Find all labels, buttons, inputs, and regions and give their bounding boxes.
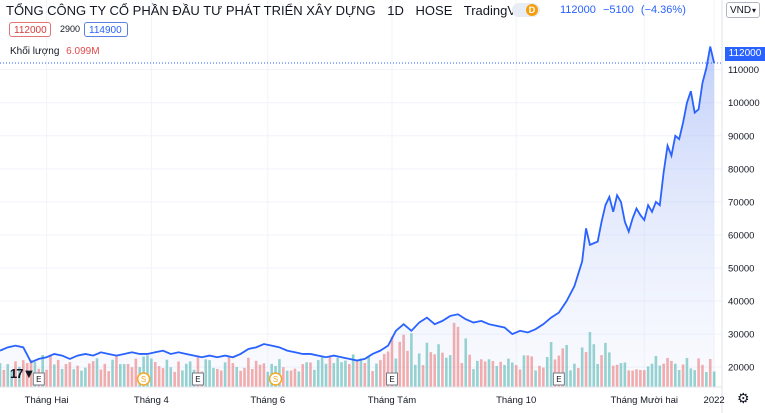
earnings-marker-icon[interactable] <box>552 372 565 386</box>
event-label: S <box>273 375 278 384</box>
spread-value: 2900 <box>60 24 81 34</box>
chart-header: TỔNG CÔNG TY CỔ PHẦN ĐẦU TƯ PHÁT TRIỂN X… <box>6 3 543 18</box>
price-change: −5100 <box>602 4 634 16</box>
volume-value: 6.099M <box>66 46 100 57</box>
y-tick-label: 110000 <box>728 65 759 76</box>
x-tick-label: Tháng Hai <box>25 395 69 406</box>
interval-label[interactable]: 1D <box>387 3 404 18</box>
last-price-tag: 112000 <box>725 47 765 61</box>
x-tick-label: Tháng 10 <box>496 395 536 406</box>
price-line <box>0 46 715 364</box>
gear-icon[interactable]: ⚙ <box>737 390 750 406</box>
chevron-down-icon: ▾ <box>751 6 756 15</box>
y-tick-label: 100000 <box>728 98 760 109</box>
y-tick-label: 90000 <box>728 131 754 142</box>
currency-select[interactable]: VND ▾ <box>726 2 760 18</box>
event-label: E <box>195 375 200 384</box>
x-tick-label: 2022 <box>704 395 725 406</box>
x-tick-label: Tháng 4 <box>134 395 169 406</box>
y-tick-label: 40000 <box>728 297 754 308</box>
event-label: E <box>36 375 41 384</box>
company-name: TỔNG CÔNG TY CỔ PHẦN ĐẦU TƯ PHÁT TRIỂN X… <box>6 3 376 18</box>
event-label: E <box>556 375 561 384</box>
time-axis: Tháng Hai Tháng 4 Tháng 6 Tháng Tám Tháng 10… <box>25 395 725 406</box>
price-area <box>0 46 715 388</box>
x-tick-label: Tháng 6 <box>250 395 285 406</box>
event-label: E <box>389 375 394 384</box>
earnings-marker-icon[interactable] <box>385 372 398 386</box>
header-price: 112000 −5100 (−4.36%) <box>560 4 690 16</box>
dividend-marker-icon[interactable] <box>136 372 151 386</box>
volume-legend: Khối lượng 6.099M <box>10 46 100 57</box>
earnings-marker-icon[interactable] <box>191 372 204 386</box>
tradingview-logo-icon[interactable]: 17▼ <box>10 366 35 381</box>
buy-price-box[interactable]: 114900 <box>84 22 128 37</box>
sell-price-box[interactable]: 112000 <box>9 22 51 37</box>
y-tick-label: 20000 <box>728 363 754 374</box>
x-tick-label: Tháng Tám <box>368 395 416 406</box>
price-change-percent: (−4.36%) <box>640 4 686 16</box>
earnings-marker-icon[interactable] <box>32 372 45 386</box>
y-tick-label: 70000 <box>728 197 754 208</box>
y-tick-label: 80000 <box>728 164 754 175</box>
status-badge[interactable]: D <box>512 3 540 22</box>
price-axis: 20000 30000 40000 50000 60000 70000 80000 90000… <box>728 65 760 374</box>
y-tick-label: 30000 <box>728 330 754 341</box>
event-label: S <box>141 375 146 384</box>
grid-lines <box>0 0 722 387</box>
last-price: 112000 <box>560 4 596 16</box>
dividend-marker-icon[interactable] <box>268 372 283 386</box>
delayed-data-icon: D <box>526 4 538 16</box>
volume-label: Khối lượng <box>10 46 60 57</box>
exchange-label: HOSE <box>415 3 453 18</box>
x-tick-label: Tháng Mười hai <box>611 395 679 406</box>
currency-value: VND <box>730 5 752 16</box>
y-tick-label: 50000 <box>728 264 754 275</box>
y-tick-label: 60000 <box>728 230 754 241</box>
